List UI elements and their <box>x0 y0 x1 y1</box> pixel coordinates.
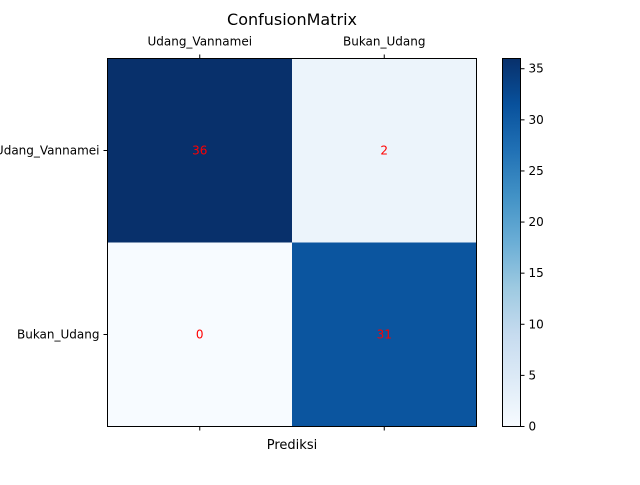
matrix-cell <box>107 58 292 243</box>
matrix-cell <box>107 242 292 427</box>
y-tick-label: Udang_Vannamei <box>0 144 100 158</box>
x-tick-label: Udang_Vannamei <box>147 35 252 49</box>
matrix-cell <box>292 58 477 243</box>
cell-value-label: 31 <box>377 328 392 342</box>
plot-frame <box>107 58 477 427</box>
colorbar-tick-label: 10 <box>529 317 544 331</box>
colorbar-tick-label: 5 <box>529 368 537 382</box>
colorbar-tick-label: 25 <box>529 164 544 178</box>
colorbar-tick-label: 20 <box>529 215 544 229</box>
cell-value-label: 0 <box>196 328 204 342</box>
chart-title: ConfusionMatrix <box>227 10 357 29</box>
axis-ticks: Udang_Vannamei Bukan_Udang Udang_Vannamei B… <box>0 35 426 431</box>
colorbar-tick-label: 15 <box>529 266 544 280</box>
colorbar-tick-label: 30 <box>529 113 544 127</box>
x-tick-label: Bukan_Udang <box>343 35 426 49</box>
matrix-cell <box>292 242 477 427</box>
matrix-cells: 36 2 0 31 <box>107 58 477 427</box>
y-tick-label: Bukan_Udang <box>17 328 100 342</box>
colorbar <box>502 58 521 427</box>
colorbar-ticks: 0 5 10 15 20 25 30 35 <box>520 62 544 434</box>
cell-value-label: 2 <box>380 144 388 158</box>
colorbar-tick-label: 35 <box>529 62 544 76</box>
colorbar-tick-label: 0 <box>529 420 537 434</box>
x-axis-label: Prediksi <box>267 438 317 453</box>
cell-value-label: 36 <box>192 144 207 158</box>
